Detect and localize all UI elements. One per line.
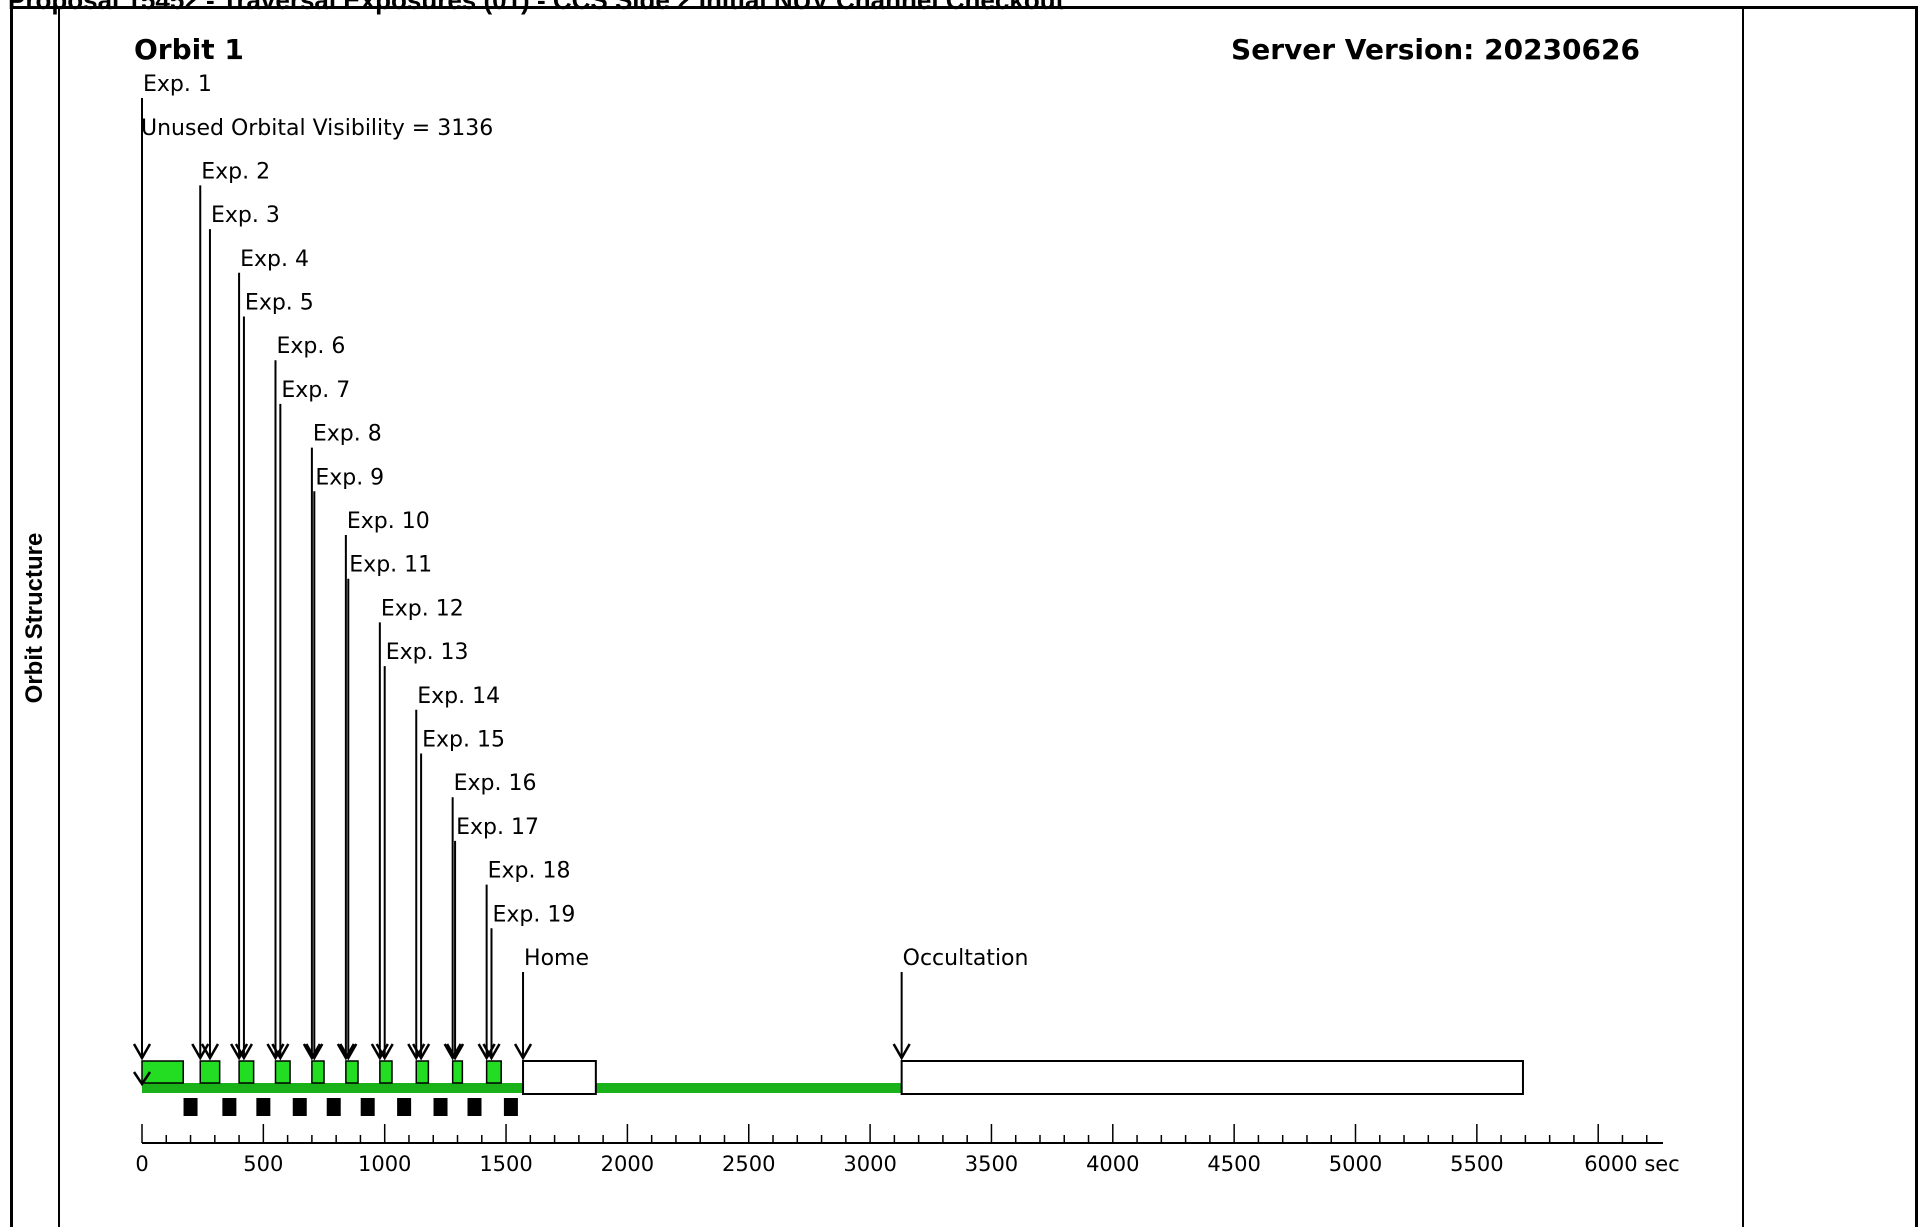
event-label: Exp. 16 (454, 771, 537, 796)
event-label: Exp. 19 (492, 902, 575, 927)
event-label: Exp. 9 (315, 465, 384, 490)
chart-title: Orbit 1 (134, 33, 244, 66)
black-marker (360, 1098, 375, 1116)
exposure-block (345, 1060, 359, 1084)
exposure-block (199, 1060, 221, 1084)
event-label: Exp. 18 (488, 859, 571, 884)
axis-unit: sec (1638, 1152, 1680, 1176)
event-label: Exp. 13 (386, 640, 469, 665)
tick-label: 5500 (1450, 1152, 1503, 1176)
tick-label: 4500 (1207, 1152, 1260, 1176)
black-marker (397, 1098, 412, 1116)
event-label: Exp. 12 (381, 596, 464, 621)
event-label: Exp. 11 (349, 553, 432, 578)
event-label: Exp. 7 (281, 378, 350, 403)
arrow-head (445, 1043, 465, 1061)
orbit-structure-label-column (13, 9, 60, 1227)
arrow-head (132, 1043, 152, 1061)
arrow-head (375, 1043, 394, 1061)
exposure-block (379, 1060, 393, 1084)
exposure-block (311, 1060, 325, 1084)
tick-label: 3500 (965, 1152, 1018, 1176)
server-version: Server Version: 20230626 (1231, 33, 1640, 66)
time-axis: 0 500 1000 1500 2000 2500 3000 3500 4000 4500 5000… (135, 1124, 1680, 1176)
unused-visibility-label: Unused Orbital Visibility = 3136 (141, 116, 493, 141)
tick-label: 6000 sec (1584, 1152, 1680, 1176)
tick-label: 5000 (1329, 1152, 1382, 1176)
arrow-head (412, 1043, 431, 1061)
arrow-head (271, 1043, 290, 1061)
black-marker (326, 1098, 341, 1116)
arrow-head (482, 1043, 501, 1061)
event-label: Exp. 6 (276, 334, 345, 359)
black-marker (256, 1098, 271, 1116)
event-label: Exp. 15 (422, 728, 505, 753)
event-label: Exp. 1 (143, 72, 212, 97)
event-label: Exp. 17 (456, 815, 539, 840)
event-label: Exp. 4 (240, 247, 309, 272)
arrow-head (336, 1043, 355, 1061)
arrow-head (339, 1043, 358, 1061)
arrow-head (305, 1043, 324, 1061)
right-column-divider (1742, 9, 1744, 1227)
tick-label: 2000 (601, 1152, 654, 1176)
event-label: Exp. 5 (245, 291, 314, 316)
tick-label: 1500 (479, 1152, 532, 1176)
tick-label: 500 (243, 1152, 283, 1176)
event-label: Exp. 2 (201, 159, 270, 184)
exposure-block (141, 1060, 185, 1084)
event-label: Occultation (903, 946, 1029, 971)
arrow-head (200, 1043, 220, 1061)
tick-label: 4000 (1086, 1152, 1139, 1176)
black-marker (183, 1098, 198, 1116)
orbit-structure-frame (10, 6, 1918, 1227)
black-marker (467, 1098, 482, 1116)
black-marker (292, 1098, 307, 1116)
arrow-head (892, 1043, 911, 1061)
black-marker (433, 1098, 448, 1116)
tick-label: 2500 (722, 1152, 775, 1176)
event-label: Exp. 14 (417, 684, 500, 709)
arrow-head (302, 1043, 321, 1061)
exposure-block (238, 1060, 255, 1084)
exposure-block (274, 1060, 291, 1084)
exposure-block (415, 1060, 430, 1084)
event-block (900, 1060, 1524, 1095)
exposure-block (451, 1060, 464, 1084)
exposure-block (485, 1060, 502, 1084)
event-label: Exp. 3 (211, 203, 280, 228)
timeline-bars (141, 1060, 1524, 1095)
tick-label: 1000 (358, 1152, 411, 1176)
event-label: Exp. 8 (313, 422, 382, 447)
black-marker (503, 1098, 518, 1116)
arrow-head (443, 1043, 462, 1061)
event-label: Exp. 10 (347, 509, 430, 534)
arrow-head (234, 1043, 254, 1061)
black-markers (183, 1098, 518, 1116)
tick-label: 0 (135, 1152, 148, 1176)
event-label: Home (524, 946, 589, 971)
event-block (522, 1060, 597, 1095)
black-marker (222, 1098, 237, 1116)
arrow-head (513, 1043, 533, 1061)
tick-label: 3000 (843, 1152, 896, 1176)
arrow-head (132, 1071, 152, 1087)
event-markers: Exp. 1 Exp. 2 Exp. 3 Exp. 4 Exp. 5 Exp. 6 Exp.… (132, 72, 1029, 1087)
